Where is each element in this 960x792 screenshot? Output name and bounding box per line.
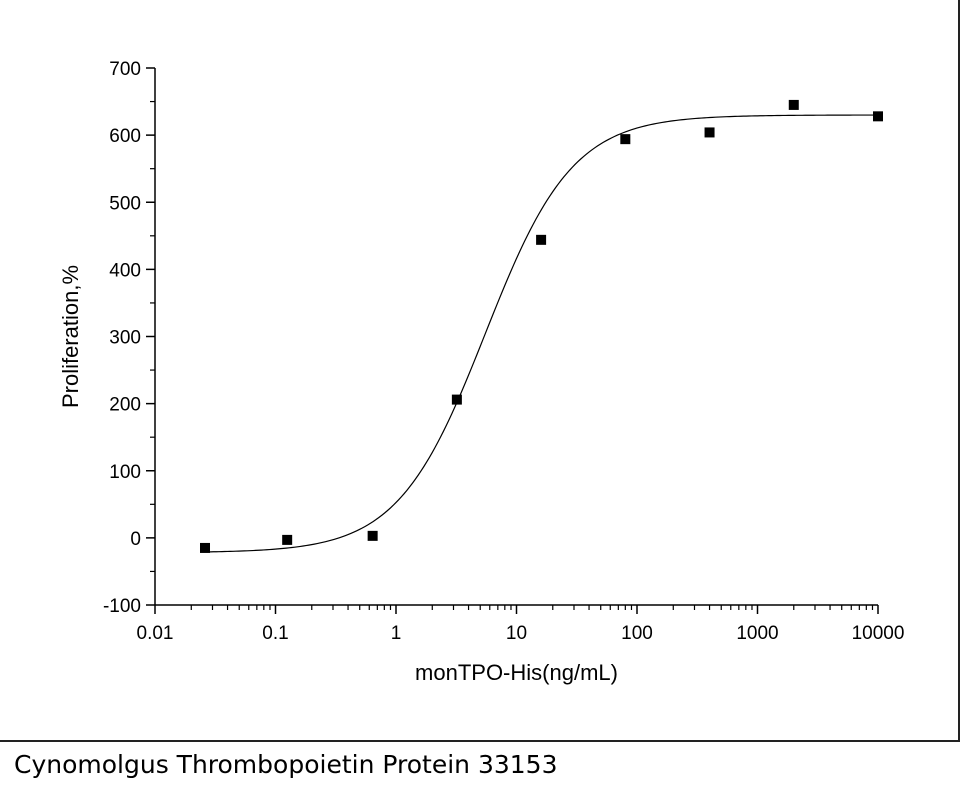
y-tick-label: 600: [109, 126, 141, 147]
y-tick-label: 300: [109, 328, 141, 349]
x-tick-label: 10: [506, 623, 527, 644]
data-point: [200, 542, 211, 553]
y-tick-label: 100: [109, 462, 141, 483]
data-point: [282, 534, 293, 545]
y-tick-label: 200: [109, 395, 141, 416]
fit-curve-layer: [204, 114, 878, 553]
data-point: [536, 234, 547, 245]
x-tick-label: 100: [621, 623, 653, 644]
y-tick-label: 700: [109, 59, 141, 80]
tick-labels-layer: -100 0 100 200 300 400 500 600 700 0.01 0.1 1 10 100 1…: [103, 59, 904, 644]
x-tick-label: 0.01: [137, 623, 174, 644]
y-tick-label: 0: [130, 529, 141, 550]
x-tick-label: 10000: [852, 623, 905, 644]
fit-curve: [204, 114, 878, 553]
data-point: [451, 394, 462, 405]
axes: [146, 67, 879, 614]
y-axis-title: Proliferation,%: [58, 265, 83, 408]
y-tick-label: -100: [103, 596, 141, 617]
y-tick-label: 400: [109, 260, 141, 281]
data-point: [704, 127, 715, 138]
x-tick-label: 1: [391, 623, 402, 644]
data-point: [367, 530, 378, 541]
x-tick-label: 1000: [736, 623, 778, 644]
x-axis-title: monTPO-His(ng/mL): [415, 660, 618, 685]
x-tick-label: 0.1: [262, 623, 288, 644]
data-point: [788, 99, 799, 110]
figure-caption: Cynomolgus Thrombopoietin Protein 33153: [14, 750, 558, 779]
data-points-layer: [200, 99, 883, 553]
image-frame: [0, 0, 960, 742]
y-tick-label: 500: [109, 193, 141, 214]
data-point: [873, 111, 883, 122]
data-point: [620, 134, 631, 145]
dose-response-chart: -100 0 100 200 300 400 500 600 700 0.01 0.1 1 10 100 1…: [58, 59, 904, 685]
